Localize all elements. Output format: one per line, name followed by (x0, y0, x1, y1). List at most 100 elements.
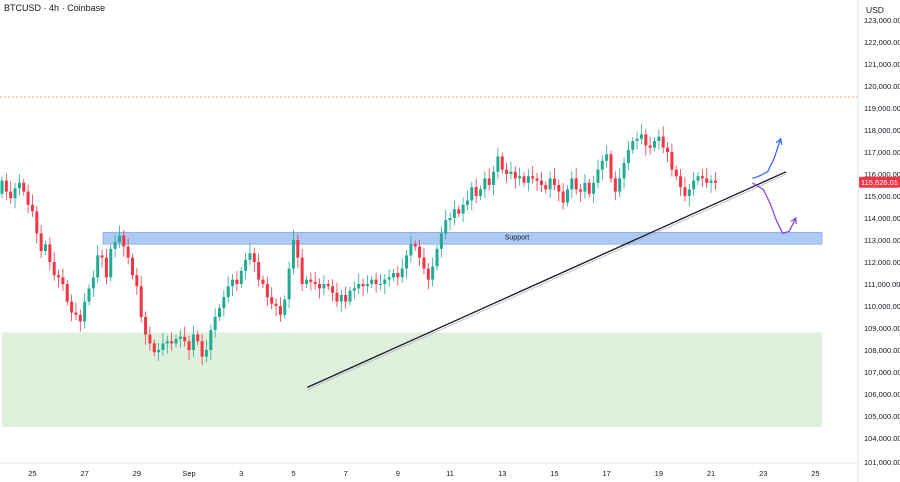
candle-up (191, 334, 195, 350)
candle-down (513, 171, 517, 179)
candle-up (492, 171, 496, 185)
candle-up (357, 284, 361, 289)
candle-down (713, 180, 717, 183)
candle-down (48, 244, 52, 262)
candle-up (405, 255, 409, 269)
candle-down (666, 147, 670, 152)
symbol-label[interactable]: BTCUSD (4, 3, 42, 13)
interval-label[interactable]: 4h (49, 3, 60, 13)
candle-up (618, 178, 622, 192)
date-tick-label: 23 (759, 469, 767, 478)
candle-down (457, 209, 461, 214)
candle-up (465, 200, 469, 205)
candle-up (96, 255, 100, 278)
price-tick-label: 115,000.00 (864, 192, 900, 201)
candle-down (144, 317, 148, 335)
candle-up (178, 336, 182, 339)
candle-down (187, 341, 191, 350)
candle-down (61, 277, 65, 284)
bull-projection-arrow (752, 138, 782, 179)
candle-down (131, 257, 134, 276)
candle-down (257, 262, 261, 280)
price-tick-label: 110,000.00 (864, 302, 900, 311)
date-tick-label: 25 (28, 469, 36, 478)
candle-down (361, 284, 365, 287)
candle-up (109, 248, 113, 278)
candle-down (422, 257, 426, 269)
candle-up (0, 180, 4, 194)
candle-down (152, 343, 156, 353)
candle-up (496, 156, 500, 172)
candle-down (644, 134, 648, 146)
price-tick-label: 111,000.00 (864, 280, 900, 289)
candle-down (126, 246, 130, 258)
candle-down (104, 257, 108, 278)
candle-up (305, 279, 308, 284)
candle-up (291, 240, 295, 269)
price-tick-label: 106,000.00 (864, 390, 900, 399)
candle-down (35, 211, 39, 234)
candle-up (409, 244, 413, 256)
candle-up (348, 290, 352, 302)
candle-down (500, 156, 504, 170)
candle-up (83, 301, 87, 322)
candle-down (122, 235, 126, 247)
candle-up (209, 330, 213, 350)
candle-up (218, 308, 221, 317)
candle-up (435, 248, 439, 267)
candle-down (670, 152, 674, 170)
candle-down (552, 178, 556, 185)
candle-down (574, 178, 578, 190)
trendline (307, 171, 787, 388)
candle-up (113, 242, 117, 249)
candle-up (696, 176, 700, 181)
candle-up (204, 350, 208, 357)
candle-up (239, 270, 243, 284)
candle-down (9, 191, 13, 199)
candle-down (396, 273, 400, 278)
price-tick-label: 122,000.00 (864, 38, 900, 47)
candle-up (231, 279, 235, 287)
price-tick-label: 112,000.00 (864, 258, 900, 267)
candle-down (265, 284, 269, 298)
bear-projection-arrow-head (790, 216, 797, 225)
candle-up (44, 244, 47, 251)
candle-down (561, 191, 565, 203)
candle-down (544, 185, 548, 190)
candle-down (683, 187, 687, 196)
candle-down (418, 246, 422, 258)
candle-up (509, 171, 513, 174)
candle-up (174, 339, 178, 344)
price-tick-label: 117,000.00 (864, 148, 900, 157)
support-zone-label: Support (505, 234, 530, 241)
candle-down (235, 279, 239, 284)
candle-down (30, 204, 34, 212)
candle-down (270, 297, 274, 304)
date-tick-label: 11 (446, 469, 454, 478)
price-tick-label: 104,000.00 (864, 434, 900, 443)
currency-label[interactable]: USD (866, 5, 884, 15)
candle-up (365, 284, 369, 287)
exchange-label: Coinbase (67, 3, 106, 13)
candle-down (318, 284, 322, 289)
candle-up (283, 299, 287, 315)
candle-down (700, 176, 704, 179)
candle-down (300, 257, 304, 284)
date-tick-label: 25 (811, 469, 819, 478)
candle-up (566, 189, 569, 203)
candle-up (583, 182, 587, 192)
candle-down (309, 279, 313, 282)
price-tick-label: 108,000.00 (864, 346, 900, 355)
candle-up (448, 218, 452, 221)
candle-down (505, 169, 509, 174)
candle-up (635, 138, 639, 141)
candle-up (383, 279, 387, 284)
candle-down (139, 286, 143, 317)
candle-up (548, 178, 552, 190)
candle-up (392, 273, 395, 278)
candle-up (244, 259, 248, 271)
date-tick-label: Sep (182, 469, 195, 478)
candle-up (479, 189, 482, 196)
candle-up (213, 317, 217, 331)
